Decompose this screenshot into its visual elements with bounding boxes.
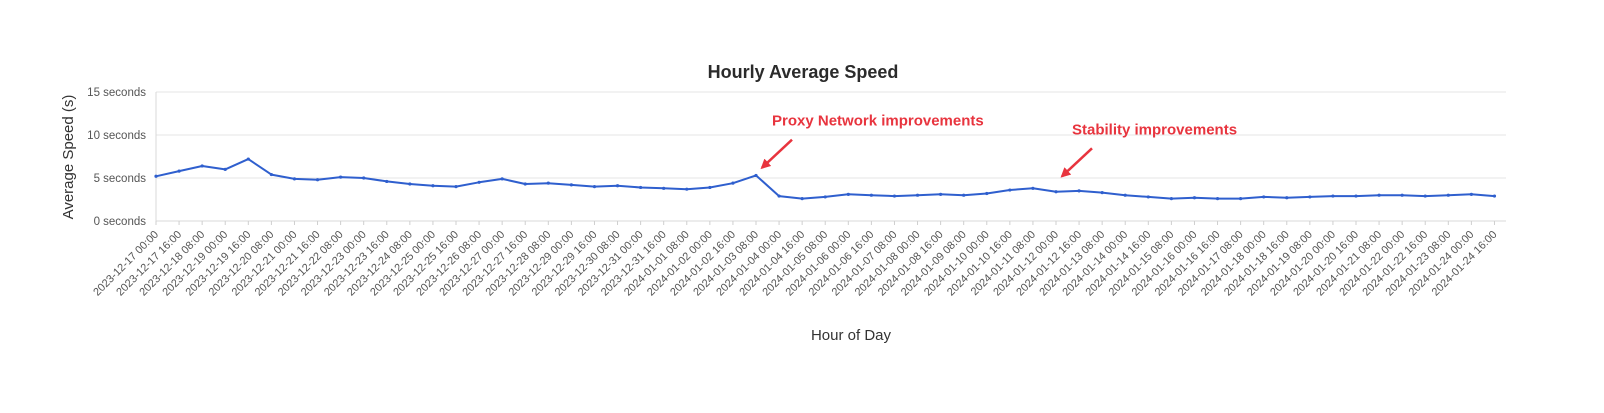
data-point [408, 182, 412, 186]
y-tick-label: 0 seconds [94, 216, 147, 228]
data-point [777, 194, 781, 198]
series-layer [154, 157, 1497, 201]
data-point [962, 193, 966, 197]
data-point [1192, 196, 1197, 200]
data-point [177, 169, 181, 173]
y-tick-labels: 0 seconds 5 seconds 10 seconds 15 seconds [87, 87, 146, 228]
data-point [1031, 186, 1035, 190]
y-axis-title: Average Speed (s) [60, 95, 77, 220]
data-point [154, 174, 158, 178]
grid-lines [155, 91, 1506, 222]
data-point [1354, 194, 1358, 198]
data-point [269, 172, 273, 177]
data-point [1239, 197, 1243, 201]
series-line [155, 158, 1495, 200]
data-point [1377, 193, 1381, 197]
data-point [1469, 192, 1473, 196]
y-tick-label: 5 seconds [94, 173, 147, 185]
data-point [1100, 191, 1104, 195]
data-point [1308, 195, 1312, 199]
data-point [1492, 194, 1497, 198]
data-point [985, 191, 989, 196]
data-point [615, 184, 620, 188]
data-point [1054, 190, 1058, 194]
data-point [500, 177, 504, 181]
data-point [892, 194, 897, 198]
data-point [1169, 197, 1173, 201]
data-point [708, 185, 712, 190]
annotation-label: Proxy Network improvements [772, 113, 984, 130]
data-point [754, 173, 758, 178]
data-point [1077, 189, 1081, 193]
data-point [362, 176, 366, 180]
data-point [546, 181, 550, 185]
data-point [846, 192, 850, 196]
data-point [939, 192, 943, 196]
data-point [800, 197, 804, 201]
annotation-arrow [1060, 147, 1093, 178]
data-point [1423, 194, 1427, 198]
data-point [523, 182, 527, 186]
data-point [315, 178, 320, 182]
data-point [685, 187, 689, 191]
data-point [1215, 197, 1220, 201]
data-point [662, 186, 666, 190]
data-point [431, 184, 435, 188]
data-point [823, 195, 827, 199]
data-point [454, 185, 458, 189]
data-point [1331, 194, 1335, 198]
data-point [246, 157, 250, 161]
data-point [339, 175, 343, 179]
data-point [1008, 188, 1012, 192]
x-axis-title: Hour of Day [811, 327, 892, 344]
data-point [869, 193, 873, 197]
annotation-arrow [760, 138, 793, 170]
data-point [385, 179, 389, 184]
y-tick-label: 15 seconds [87, 87, 146, 99]
data-point [1146, 195, 1150, 199]
data-point [639, 185, 643, 190]
data-point [477, 180, 481, 184]
data-point [1123, 193, 1127, 197]
data-point [1446, 193, 1450, 197]
annotation-label: Stability improvements [1072, 121, 1237, 138]
data-point [200, 164, 204, 168]
annotations: Proxy Network improvements Stability impr… [760, 113, 1237, 178]
data-point [1400, 193, 1404, 197]
data-point [915, 193, 920, 197]
y-tick-label: 10 seconds [87, 130, 146, 142]
data-point [569, 183, 573, 187]
data-point [223, 167, 227, 171]
chart-title: Hourly Average Speed [708, 62, 899, 82]
data-point [1285, 196, 1289, 200]
data-point [1262, 195, 1266, 199]
data-point [592, 185, 597, 189]
data-point [292, 177, 297, 181]
data-point [731, 181, 735, 185]
